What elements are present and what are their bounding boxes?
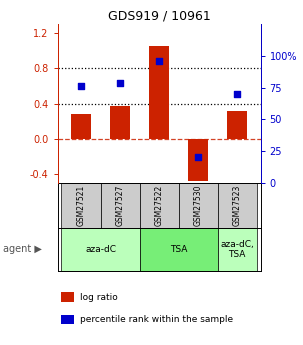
Point — [196, 155, 201, 160]
Bar — [178, 183, 218, 228]
Text: log ratio: log ratio — [80, 293, 118, 302]
Bar — [110, 106, 130, 139]
Text: agent ▶: agent ▶ — [3, 244, 42, 254]
Text: GSM27527: GSM27527 — [115, 185, 125, 226]
Point — [235, 91, 240, 97]
Text: aza-dC,
TSA: aza-dC, TSA — [220, 239, 254, 259]
Point — [157, 58, 161, 64]
Bar — [188, 139, 208, 181]
Bar — [62, 228, 140, 271]
Text: percentile rank within the sample: percentile rank within the sample — [80, 315, 233, 324]
Bar — [227, 110, 247, 139]
Text: aza-dC: aza-dC — [85, 245, 116, 254]
Bar — [149, 46, 169, 139]
Text: GSM27522: GSM27522 — [155, 185, 164, 226]
Bar — [101, 183, 140, 228]
Text: GSM27521: GSM27521 — [76, 185, 85, 226]
Bar — [140, 183, 178, 228]
Bar — [218, 183, 257, 228]
Text: GSM27523: GSM27523 — [233, 185, 242, 226]
Bar — [218, 228, 257, 271]
Text: TSA: TSA — [170, 245, 187, 254]
Bar — [140, 228, 218, 271]
Text: GSM27530: GSM27530 — [194, 185, 203, 226]
Point — [118, 80, 122, 85]
Bar — [62, 183, 101, 228]
Point — [78, 83, 83, 89]
Title: GDS919 / 10961: GDS919 / 10961 — [108, 10, 211, 23]
Bar — [71, 114, 91, 139]
